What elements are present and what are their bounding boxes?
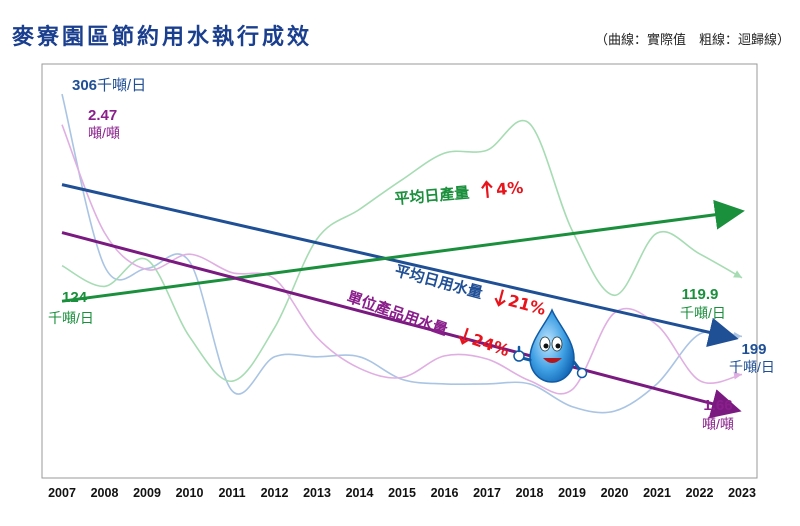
- x-axis: 2007 2008 2009 2010 2011 2012 2013 2014 2015 2016…: [48, 486, 756, 500]
- production-change: 4%: [495, 178, 524, 199]
- water-drop-mascot-icon: [513, 308, 588, 383]
- production-start-value: 124: [62, 289, 88, 306]
- up-arrow-icon: [481, 180, 493, 198]
- daily-use-end-value: 199: [741, 341, 766, 358]
- x-tick-label: 2008: [91, 486, 119, 500]
- chart-subtitle: （曲線：實際值 粗線：迴歸線）: [595, 32, 790, 48]
- unit-use-end-value: 1.66: [703, 397, 732, 414]
- x-tick-label: 2019: [558, 486, 586, 500]
- production-start-unit: 千噸/日: [48, 310, 94, 326]
- down-arrow-icon: [494, 289, 506, 307]
- regression-lines: [61, 183, 745, 419]
- production-regression-line: [61, 199, 745, 303]
- daily-use-trend-text: 平均日用水量: [393, 261, 485, 302]
- chart-title: 麥寮園區節約用水執行成效: [11, 24, 312, 50]
- unit-use-regression-line: [61, 231, 742, 419]
- x-tick-label: 2013: [303, 486, 331, 500]
- down-arrow-icon: [458, 327, 470, 345]
- unit-use-start-unit: 噸/噸: [88, 125, 120, 141]
- daily-use-end-unit: 千噸/日: [729, 359, 775, 375]
- unit-use-trend-text: 單位產品用水量: [345, 288, 450, 339]
- x-tick-label: 2015: [388, 486, 416, 500]
- daily-use-start-label: 306千噸/日: [72, 77, 146, 94]
- x-tick-label: 2009: [133, 486, 161, 500]
- x-tick-label: 2023: [728, 486, 756, 500]
- x-tick-label: 2007: [48, 486, 76, 500]
- production-trend-label: 平均日產量 4%: [394, 178, 524, 208]
- production-end-unit: 千噸/日: [680, 305, 726, 321]
- x-tick-label: 2011: [218, 486, 245, 500]
- production-actual-curve: [61, 119, 743, 383]
- daily-use-actual-arrowhead: [733, 331, 742, 340]
- x-tick-label: 2017: [473, 486, 501, 500]
- x-tick-label: 2018: [516, 486, 544, 500]
- plot-area-frame: [41, 63, 758, 479]
- x-tick-label: 2012: [261, 486, 289, 500]
- x-tick-label: 2020: [601, 486, 629, 500]
- daily-use-start-unit: 千噸/日: [97, 77, 146, 94]
- x-tick-label: 2014: [346, 486, 374, 500]
- unit-use-trend-label: 單位產品用水量 24%: [345, 288, 512, 360]
- daily-use-start-value: 306: [72, 77, 97, 94]
- unit-use-end-unit: 噸/噸: [702, 416, 734, 432]
- x-tick-label: 2022: [686, 486, 714, 500]
- x-tick-label: 2016: [431, 486, 459, 500]
- production-trend-text: 平均日產量: [394, 184, 470, 208]
- x-tick-label: 2021: [643, 486, 671, 500]
- daily-use-regression-line: [61, 183, 739, 348]
- daily-use-actual-curve: [61, 93, 743, 414]
- x-tick-label: 2010: [176, 486, 204, 500]
- unit-use-start-value: 2.47: [88, 107, 117, 124]
- annotations: 306千噸/日 2.47 噸/噸 124 千噸/日 119.9 千噸/日 199…: [48, 77, 775, 432]
- production-end-value: 119.9: [682, 286, 719, 303]
- actual-curves: [61, 93, 743, 414]
- unit-use-actual-curve: [61, 124, 743, 395]
- production-actual-arrowhead: [733, 270, 742, 278]
- unit-use-actual-arrowhead: [733, 371, 742, 380]
